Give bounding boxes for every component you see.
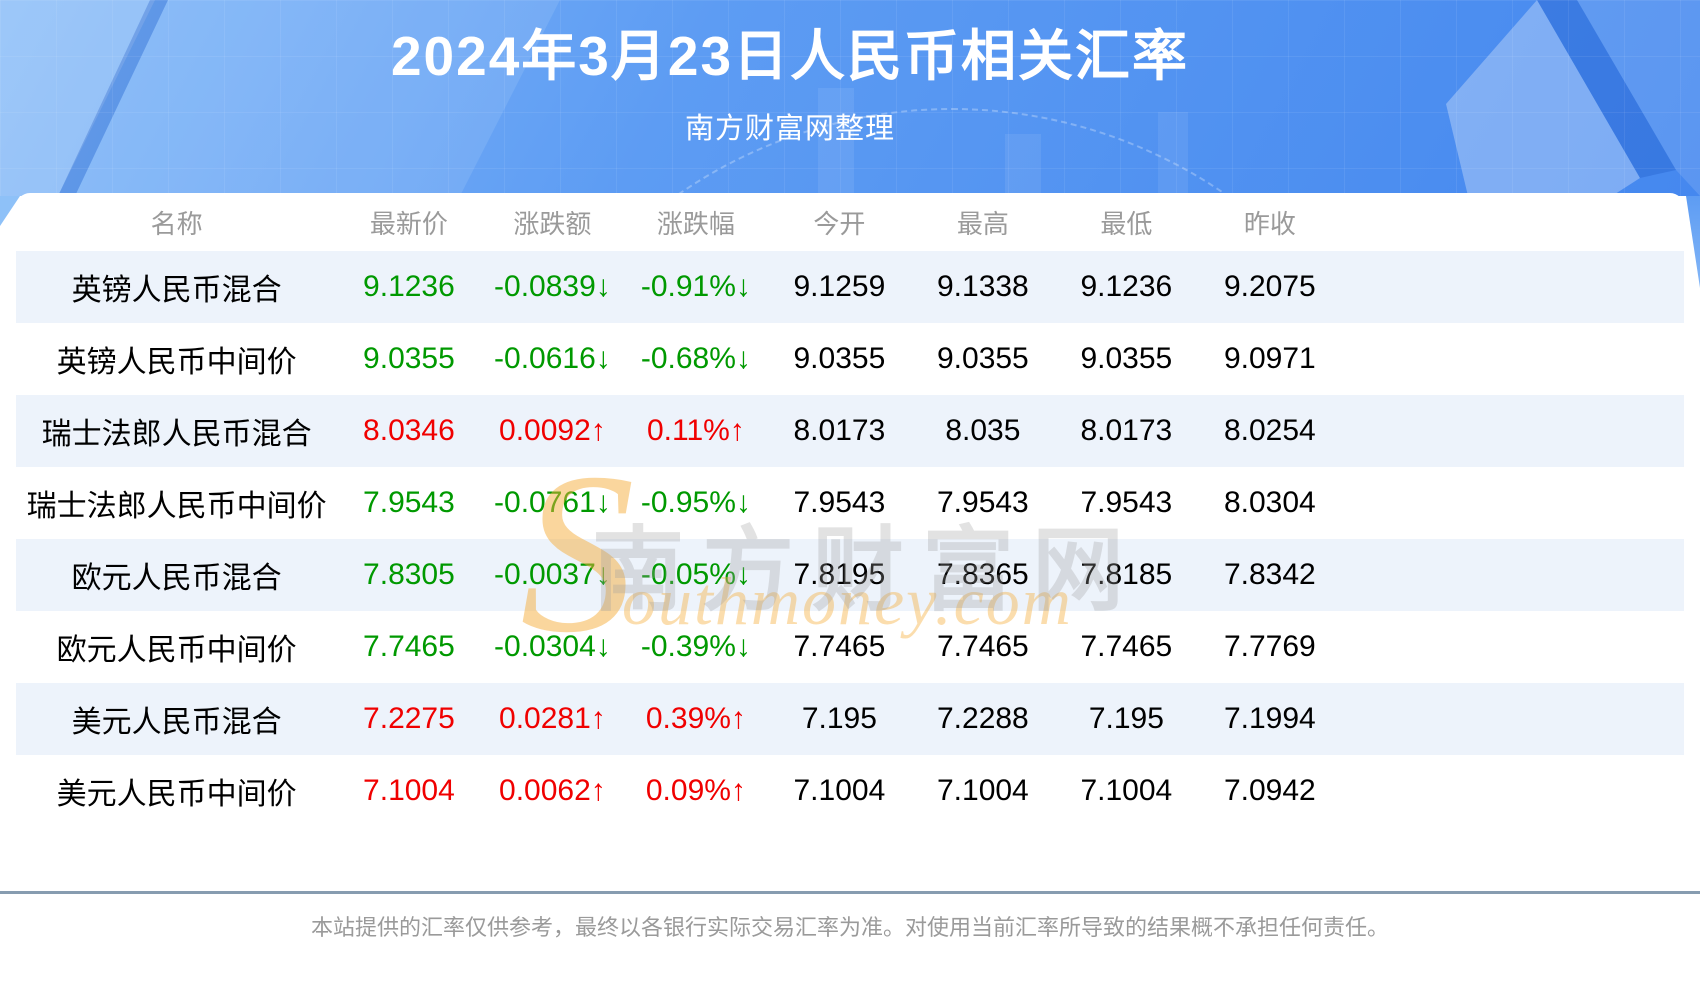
cell-change_pct: 0.11%↑: [646, 414, 745, 447]
column-header-7: 昨收: [1243, 208, 1296, 239]
cell-open: 8.0173: [793, 414, 886, 447]
table-row: 英镑人民币中间价 9.0355 -0.0616↓ -0.68%↓ 9.0355 9.035…: [16, 323, 1684, 395]
banner-corner-right: [1686, 196, 1700, 288]
cell-name: 欧元人民币混合: [71, 562, 282, 595]
cell-change: -0.0304↓: [494, 630, 611, 663]
cell-prev_close: 7.8342: [1223, 558, 1316, 591]
footer-divider: [0, 891, 1700, 894]
cell-latest: 9.0355: [363, 342, 455, 375]
cell-prev_close: 7.7769: [1223, 630, 1316, 663]
cell-high: 7.1004: [936, 774, 1029, 807]
cell-change: -0.0037↓: [494, 558, 611, 591]
table-row: 瑞士法郎人民币混合 8.0346 0.0092↑ 0.11%↑ 8.0173 8.035 8…: [16, 395, 1684, 467]
cell-prev_close: 7.0942: [1223, 774, 1316, 807]
cell-low: 8.0173: [1080, 414, 1173, 447]
cell-name: 欧元人民币中间价: [56, 634, 297, 667]
table-header-row: 名称 最新价 涨跌额 涨跌幅 今开 最高 最低 昨收: [16, 193, 1684, 251]
cell-high: 7.2288: [936, 702, 1029, 735]
page-title: 2024年3月23日人民币相关汇率: [390, 25, 1190, 87]
table-row: 欧元人民币混合 7.8305 -0.0037↓ -0.05%↓ 7.8195 7.8365…: [16, 539, 1684, 611]
table-row: 欧元人民币中间价 7.7465 -0.0304↓ -0.39%↓ 7.7465 7.746…: [16, 611, 1684, 683]
cell-prev_close: 8.0254: [1223, 414, 1316, 447]
cell-open: 7.8195: [793, 558, 886, 591]
cell-name: 瑞士法郎人民币中间价: [26, 490, 327, 523]
cell-high: 9.0355: [936, 342, 1029, 375]
cell-change: -0.0616↓: [494, 342, 611, 375]
cell-latest: 7.2275: [363, 702, 455, 735]
cell-latest: 8.0346: [363, 414, 455, 447]
cell-change_pct: -0.68%↓: [640, 342, 751, 375]
column-header-3: 涨跌幅: [656, 208, 735, 239]
cell-high: 7.8365: [936, 558, 1029, 591]
cell-low: 7.195: [1088, 702, 1164, 735]
cell-change_pct: 0.39%↑: [645, 702, 746, 735]
cell-latest: 9.1236: [363, 270, 455, 303]
table-body: 英镑人民币混合 9.1236 -0.0839↓ -0.91%↓ 9.1259 9.1338…: [16, 251, 1684, 827]
table-row: 瑞士法郎人民币中间价 7.9543 -0.0761↓ -0.95%↓ 7.9543 7.9…: [16, 467, 1684, 539]
cell-latest: 7.9543: [363, 486, 455, 519]
cell-name: 美元人民币中间价: [56, 778, 297, 811]
cell-change: -0.0761↓: [494, 486, 611, 519]
column-header-1: 最新价: [369, 208, 448, 239]
cell-low: 7.9543: [1080, 486, 1173, 519]
cell-high: 8.035: [945, 414, 1021, 447]
cell-change: -0.0839↓: [494, 270, 611, 303]
cell-high: 7.9543: [936, 486, 1029, 519]
cell-prev_close: 7.1994: [1223, 702, 1316, 735]
exchange-rate-card: 名称 最新价 涨跌额 涨跌幅 今开 最高 最低 昨收 英镑人民币混合 9.1236 -0.0839…: [16, 193, 1684, 827]
table-row: 美元人民币混合 7.2275 0.0281↑ 0.39%↑ 7.195 7.2288 7.1…: [16, 683, 1684, 755]
cell-high: 9.1338: [936, 270, 1029, 303]
cell-latest: 7.1004: [363, 774, 455, 807]
cell-name: 瑞士法郎人民币混合: [41, 418, 312, 451]
decorative-bar: [1005, 134, 1041, 196]
cell-open: 7.1004: [793, 774, 886, 807]
cell-change: 0.0092↑: [499, 414, 606, 447]
decorative-bar: [1158, 112, 1188, 196]
cell-prev_close: 8.0304: [1223, 486, 1316, 519]
cell-change: 0.0062↑: [499, 774, 606, 807]
table-row: 英镑人民币混合 9.1236 -0.0839↓ -0.91%↓ 9.1259 9.1338…: [16, 251, 1684, 323]
column-header-4: 今开: [813, 208, 866, 239]
cell-name: 英镑人民币中间价: [56, 346, 297, 379]
decorative-bar: [818, 88, 854, 196]
cell-low: 7.1004: [1080, 774, 1173, 807]
cell-name: 美元人民币混合: [71, 706, 282, 739]
cell-change_pct: -0.05%↓: [640, 558, 751, 591]
cell-latest: 7.8305: [363, 558, 455, 591]
header-banner: 2024年3月23日人民币相关汇率 南方财富网整理: [0, 0, 1700, 196]
page-subtitle: 南方财富网整理: [684, 113, 895, 145]
cell-change: 0.0281↑: [499, 702, 606, 735]
cell-high: 7.7465: [936, 630, 1029, 663]
cell-change_pct: -0.95%↓: [640, 486, 751, 519]
table-row: 美元人民币中间价 7.1004 0.0062↑ 0.09%↑ 7.1004 7.1004 7…: [16, 755, 1684, 827]
column-header-6: 最低: [1100, 208, 1153, 239]
column-header-2: 涨跌额: [513, 208, 592, 239]
cell-open: 7.9543: [793, 486, 886, 519]
cell-low: 7.8185: [1080, 558, 1173, 591]
cell-latest: 7.7465: [363, 630, 455, 663]
column-header-0: 名称: [150, 208, 203, 239]
cell-open: 7.195: [801, 702, 877, 735]
cell-low: 7.7465: [1080, 630, 1173, 663]
cell-prev_close: 9.2075: [1223, 270, 1316, 303]
cell-prev_close: 9.0971: [1223, 342, 1316, 375]
cell-change_pct: -0.91%↓: [640, 270, 751, 303]
disclaimer-text: 本站提供的汇率仅供参考，最终以各银行实际交易汇率为准。对使用当前汇率所导致的结果…: [310, 915, 1389, 940]
cell-open: 9.0355: [793, 342, 886, 375]
column-header-5: 最高: [956, 208, 1009, 239]
cell-open: 9.1259: [793, 270, 886, 303]
cell-change_pct: -0.39%↓: [640, 630, 751, 663]
cell-open: 7.7465: [793, 630, 886, 663]
cell-low: 9.0355: [1080, 342, 1173, 375]
cell-name: 英镑人民币混合: [71, 274, 282, 307]
cell-change_pct: 0.09%↑: [645, 774, 746, 807]
cell-low: 9.1236: [1080, 270, 1173, 303]
